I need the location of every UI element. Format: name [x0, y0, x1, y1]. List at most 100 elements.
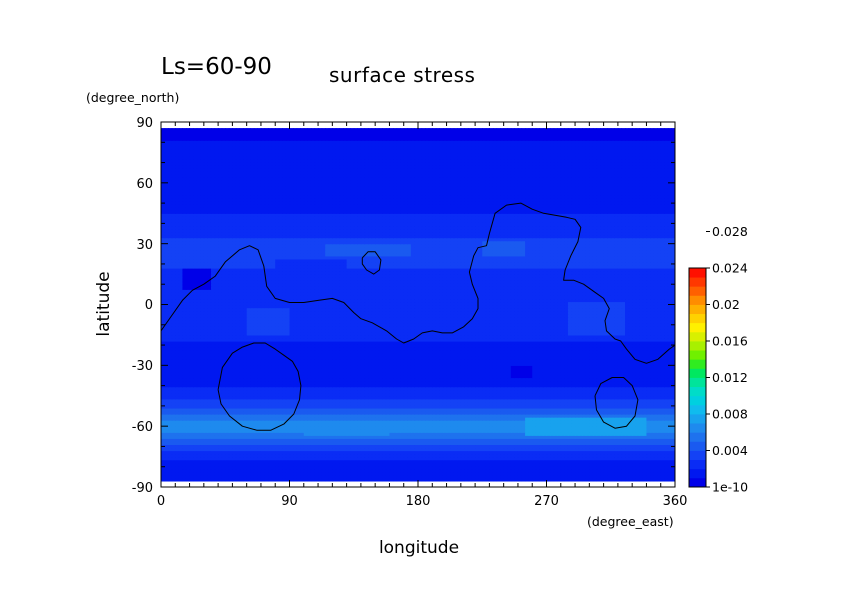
heat-cell: [275, 456, 280, 461]
heat-cell: [271, 468, 276, 473]
heat-cell: [410, 477, 416, 482]
heat-cell: [503, 465, 508, 470]
heat-cell: [250, 453, 255, 458]
heat-cell: [467, 462, 473, 467]
heat-cell: [375, 474, 380, 479]
heat-cell: [343, 471, 348, 476]
heat-cell: [614, 471, 619, 476]
heat-cell: [268, 471, 273, 476]
heat-cell: [171, 471, 176, 476]
heat-cell: [203, 459, 208, 464]
heat-cell: [368, 456, 373, 461]
heat-cell: [560, 453, 565, 458]
heat-cell: [485, 471, 490, 476]
heat-cell: [178, 459, 184, 464]
heat-cell: [432, 477, 437, 482]
heat-cell: [293, 462, 298, 467]
heat-cell: [303, 471, 308, 476]
heat-cell: [368, 450, 373, 455]
heat-cell: [596, 471, 601, 476]
heat-cell: [496, 456, 501, 461]
heat-cell: [535, 453, 540, 458]
heat-cell: [450, 474, 455, 479]
heat-cell: [635, 468, 640, 473]
heat-cell: [653, 471, 658, 476]
heat-cell: [532, 459, 537, 464]
heat-cell: [307, 474, 312, 479]
heat-cell: [671, 465, 675, 470]
heat-cell: [343, 462, 348, 467]
heat-cell: [410, 465, 416, 470]
heat-cell: [660, 456, 665, 461]
heat-cell: [625, 468, 630, 473]
heat-cell: [353, 450, 358, 455]
heat-cell: [228, 456, 233, 461]
heat-cell: [596, 468, 601, 473]
heat-cell: [478, 471, 483, 476]
heat-cell: [314, 465, 319, 470]
heat-cell: [321, 471, 326, 476]
heat-cell: [246, 471, 251, 476]
heat-cell: [196, 456, 201, 461]
heat-cell: [285, 474, 291, 479]
heat-cell: [260, 474, 266, 479]
heat-cell: [432, 450, 437, 455]
heat-cell: [189, 468, 194, 473]
heat-cell: [175, 453, 180, 458]
heat-cell: [335, 468, 341, 473]
heat-cell: [503, 459, 508, 464]
heat-cell: [368, 477, 373, 482]
heat-cell: [360, 465, 366, 470]
heat-cell: [321, 468, 326, 473]
heat-cell: [617, 474, 623, 479]
heat-cell: [182, 474, 187, 479]
heat-cell: [285, 465, 291, 470]
heat-cell: [268, 456, 273, 461]
heat-cell: [414, 465, 419, 470]
heat-cell: [467, 456, 473, 461]
heat-cell: [614, 456, 619, 461]
heat-cell: [596, 456, 601, 461]
heat-cell: [442, 474, 448, 479]
heat-cell: [525, 468, 530, 473]
heat-cell: [528, 459, 533, 464]
heat-cell: [293, 459, 298, 464]
heat-cell: [632, 450, 637, 455]
heat-cell: [592, 456, 598, 461]
heat-cell: [235, 456, 241, 461]
heat-cell: [439, 477, 444, 482]
heat-cell: [300, 468, 305, 473]
heat-cell: [335, 456, 341, 461]
heat-cell: [628, 477, 633, 482]
heat-cell: [650, 453, 655, 458]
heat-cell: [243, 471, 248, 476]
heat-cell: [175, 471, 180, 476]
heat-cell: [285, 450, 291, 455]
heat-cell: [228, 450, 233, 455]
heat-cell: [553, 462, 558, 467]
heat-cell: [239, 474, 244, 479]
heat-cell: [310, 471, 316, 476]
heat-cell: [582, 471, 587, 476]
heat-cell: [171, 456, 176, 461]
heat-cell: [542, 474, 548, 479]
heat-cell: [328, 477, 333, 482]
heat-cell: [210, 474, 216, 479]
heat-cell: [632, 462, 637, 467]
heat-cell: [343, 477, 348, 482]
heat-cell: [432, 474, 437, 479]
heat-cell: [610, 471, 615, 476]
heat-cell: [439, 462, 444, 467]
heat-cell: [660, 471, 665, 476]
heat-cell: [557, 471, 562, 476]
heat-cell: [660, 468, 665, 473]
heat-cell: [250, 459, 255, 464]
heat-cell: [385, 474, 391, 479]
heat-cell: [185, 459, 191, 464]
heat-cell: [503, 462, 508, 467]
heat-cell: [193, 459, 198, 464]
heat-cell: [532, 453, 537, 458]
heat-cell: [514, 456, 519, 461]
heat-cell: [517, 462, 523, 467]
heat-cell: [164, 477, 169, 482]
